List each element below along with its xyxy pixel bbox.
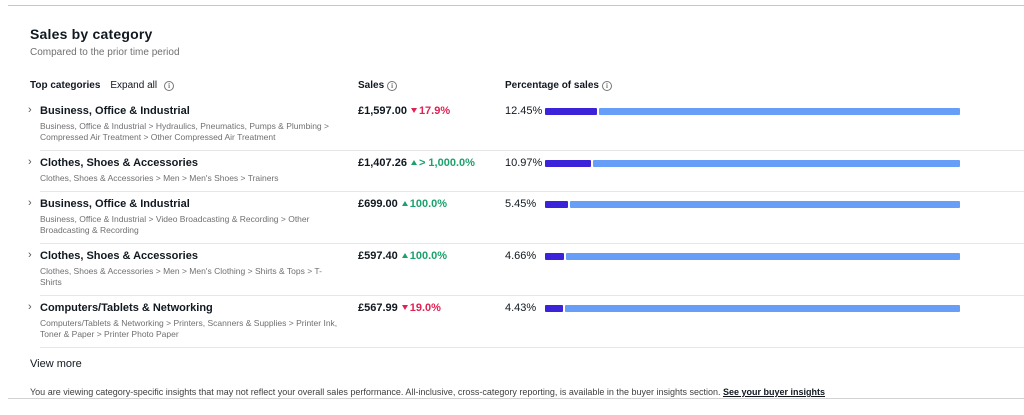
change-arrow-icon: [401, 305, 408, 310]
expand-all-button[interactable]: Expand all i: [110, 80, 175, 91]
chevron-right-icon[interactable]: ›: [28, 249, 32, 261]
change-arrow-icon: [401, 253, 408, 258]
bar-fill: [545, 108, 597, 115]
category-breadcrumb: Business, Office & Industrial > Hydrauli…: [40, 121, 329, 142]
percentage-bar: [545, 253, 960, 260]
bar-remainder: [565, 305, 960, 312]
category-name[interactable]: Clothes, Shoes & Accessories: [40, 157, 198, 169]
info-icon[interactable]: i: [387, 80, 398, 91]
change-percent: 17.9%: [418, 105, 451, 117]
chevron-right-icon[interactable]: ›: [28, 301, 32, 313]
percentage-bar: [545, 201, 960, 208]
table-row: › Business, Office & Industrial Business…: [8, 192, 1024, 244]
percentage-bar: [545, 108, 960, 115]
change-arrow-icon: [410, 108, 417, 113]
row-divider: [40, 150, 1024, 151]
chevron-right-icon[interactable]: ›: [28, 197, 32, 209]
change-percent: 100.0%: [409, 198, 448, 210]
bar-fill: [545, 305, 564, 312]
percentage-bar: [545, 305, 960, 312]
info-icon[interactable]: i: [601, 80, 612, 91]
category-name[interactable]: Clothes, Shoes & Accessories: [40, 250, 198, 262]
percentage-value: 4.66%: [505, 250, 537, 262]
table-row: › Clothes, Shoes & Accessories Clothes, …: [8, 244, 1024, 296]
change-percent: 19.0%: [409, 302, 441, 314]
sales-amount: £1,407.26: [358, 157, 407, 169]
bar-fill: [545, 160, 591, 167]
category-name[interactable]: Computers/Tablets & Networking: [40, 302, 213, 314]
bar-remainder: [566, 253, 960, 260]
expand-all-label: Expand all: [110, 80, 158, 91]
sales-amount: £597.40: [358, 250, 398, 262]
chevron-right-icon[interactable]: ›: [28, 104, 32, 116]
column-top-categories: Top categories: [30, 80, 101, 91]
sales-amount: £1,597.00: [358, 105, 407, 117]
sales-amount: £699.00: [358, 198, 398, 210]
row-divider: [40, 243, 1024, 244]
view-more-link[interactable]: View more: [30, 358, 82, 370]
table-header: Top categories Expand all i Sales i Perc…: [8, 80, 1024, 91]
category-breadcrumb: Clothes, Shoes & Accessories > Men > Men…: [40, 173, 279, 183]
category-breadcrumb: Clothes, Shoes & Accessories > Men > Men…: [40, 266, 322, 287]
table-row: › Business, Office & Industrial Business…: [8, 99, 1024, 151]
chevron-right-icon[interactable]: ›: [28, 156, 32, 168]
row-divider: [40, 191, 1024, 192]
table-row: › Clothes, Shoes & Accessories Clothes, …: [8, 151, 1024, 192]
change-arrow-icon: [401, 201, 408, 206]
category-breadcrumb: Computers/Tablets & Networking > Printer…: [40, 318, 338, 339]
column-sales: Sales: [358, 80, 385, 91]
page-title: Sales by category: [30, 26, 153, 42]
percentage-bar: [545, 160, 960, 167]
table-row: › Computers/Tablets & Networking Compute…: [8, 296, 1024, 348]
info-icon[interactable]: i: [164, 80, 175, 91]
subtitle: Compared to the prior time period: [30, 47, 180, 58]
bar-remainder: [569, 201, 960, 208]
bar-remainder: [592, 160, 960, 167]
column-percentage-of-sales: Percentage of sales: [505, 80, 599, 91]
change-percent: > 1,000.0%: [418, 157, 475, 169]
percentage-value: 4.43%: [505, 302, 537, 314]
percentage-value: 5.45%: [505, 198, 537, 210]
category-name[interactable]: Business, Office & Industrial: [40, 105, 190, 117]
change-arrow-icon: [410, 160, 417, 165]
category-name[interactable]: Business, Office & Industrial: [40, 198, 190, 210]
category-rows: › Business, Office & Industrial Business…: [8, 99, 1024, 348]
category-breadcrumb: Business, Office & Industrial > Video Br…: [40, 214, 310, 235]
row-divider: [40, 295, 1024, 296]
percentage-value: 12.45%: [505, 105, 543, 117]
see-buyer-insights-link[interactable]: See your buyer insights: [723, 387, 826, 397]
footnote-text: You are viewing category-specific insigh…: [30, 387, 723, 397]
bar-fill: [545, 201, 568, 208]
percentage-value: 10.97%: [505, 157, 543, 169]
change-percent: 100.0%: [409, 250, 448, 262]
bar-remainder: [598, 108, 960, 115]
footnote: You are viewing category-specific insigh…: [30, 386, 960, 398]
bar-fill: [545, 253, 565, 260]
sales-by-category-card: Sales by category Compared to the prior …: [8, 5, 1024, 399]
sales-amount: £567.99: [358, 302, 398, 314]
row-divider: [40, 347, 1024, 348]
